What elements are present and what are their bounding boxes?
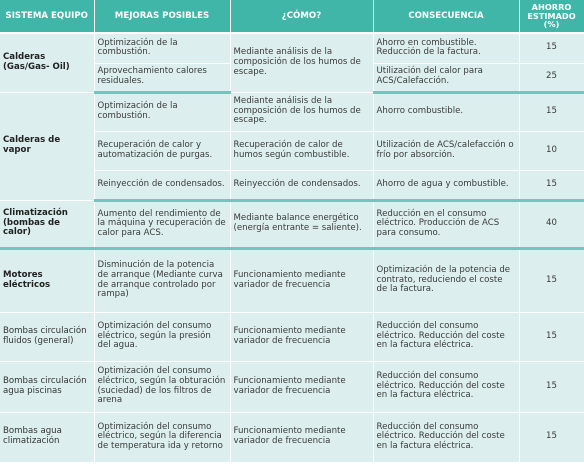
consecuencia-cell: Reducción en el consumo eléctrico. Produ… [373,200,520,250]
header-mejoras: MEJORAS POSIBLES [94,0,231,34]
mejora-cell: Reinyección de condensados. [94,170,231,202]
mejora-cell: Disminución de la potencia de arranque (… [94,248,231,313]
header-ahorro-line3: (%) [543,19,560,30]
ahorro-cell: 15 [519,312,584,362]
table-row: Motores eléctricos Disminución de la pot… [0,248,584,313]
ahorro-cell: 15 [519,361,584,413]
ahorro-cell: 10 [519,131,584,171]
como-cell: Reinyección de condensados. [230,170,374,202]
table-row: Bombas circulación fluidos (general) Opt… [0,312,584,362]
system-cell: Calderas de vapor [0,92,95,201]
como-cell: Funcionamiento mediante variador de frec… [230,361,374,413]
table-row: Calderas de vapor Optimización de la com… [0,92,584,201]
system-cell: Bombas circulación agua piscinas [0,361,95,413]
como-cell: Mediante análisis de la composición de l… [230,33,374,93]
como-cell: Funcionamiento mediante variador de frec… [230,248,374,313]
header-sistema: SISTEMA EQUIPO [0,0,95,34]
como-cell: Recuperación de calor de humos según com… [230,131,374,171]
ahorro-cell: 15 [519,412,584,463]
mejora-cell: Optimización de la combustión. [94,33,231,64]
header-ahorro-line2: ESTIMADO [527,10,576,21]
consecuencia-cell: Reducción del consumo eléctrico. Reducci… [373,312,520,362]
ahorro-cell: 15 [519,248,584,313]
mejora-cell: Aumento del rendimiento de la máquina y … [94,200,231,250]
header-row: SISTEMA EQUIPO MEJORAS POSIBLES ¿CÓMO? C… [0,0,584,34]
como-cell: Mediante análisis de la composición de l… [230,92,374,132]
table-row: Climatización (bombas de calor) Aumento … [0,200,584,250]
mejora-cell: Optimización del consumo eléctrico, segú… [94,412,231,463]
como-cell: Funcionamiento mediante variador de frec… [230,312,374,362]
system-cell: Calderas (Gas/Gas- Oil) [0,33,95,93]
system-cell: Climatización (bombas de calor) [0,200,95,250]
table-row: Bombas circulación agua piscinas Optimiz… [0,361,584,413]
mejora-cell: Optimización de la combustión. [94,92,231,132]
mejora-cell: Aprovechamiento calores residuales. [94,63,231,94]
ahorro-cell: 40 [519,200,584,250]
header-ahorro-line1: AHORRO [531,2,572,13]
consecuencia-cell: Ahorro combustible. [373,92,520,132]
consecuencia-cell: Reducción del consumo eléctrico. Reducci… [373,412,520,463]
header-como: ¿CÓMO? [230,0,374,34]
system-cell: Bombas circulación fluidos (general) [0,312,95,362]
system-cell: Bombas agua climatización [0,412,95,463]
consecuencia-cell: Reducción del consumo eléctrico. Reducci… [373,361,520,413]
consecuencia-cell: Ahorro de agua y combustible. [373,170,520,202]
mejora-cell: Optimización del consumo eléctrico, segú… [94,312,231,362]
mejora-cell: Optimización del consumo eléctrico, segú… [94,361,231,413]
table-row: Calderas (Gas/Gas- Oil) Optimización de … [0,33,584,93]
table-row: Aprovechamiento calores residuales. Util… [0,63,584,94]
consecuencia-cell: Utilización del calor para ACS/Calefacci… [373,63,520,94]
header-ahorro: AHORRO ESTIMADO (%) [519,0,584,34]
ahorro-cell: 15 [519,170,584,202]
ahorro-cell: 15 [519,33,584,64]
consecuencia-cell: Utilización de ACS/calefacción o frío po… [373,131,520,171]
consecuencia-cell: Ahorro en combustible. Reducción de la f… [373,33,520,64]
consecuencia-cell: Optimización de la potencia de contrato,… [373,248,520,313]
header-consecuencia: CONSECUENCIA [373,0,520,34]
ahorro-cell: 25 [519,63,584,94]
table-row: Recuperación de calor y automatización d… [0,131,584,171]
table-row: Bombas agua climatización Optimización d… [0,412,584,463]
table-row: Reinyección de condensados. Reinyección … [0,170,584,202]
como-cell: Funcionamiento mediante variador de frec… [230,412,374,463]
mejora-cell: Recuperación de calor y automatización d… [94,131,231,171]
ahorro-cell: 15 [519,92,584,132]
como-cell: Mediante balance energético (energía ent… [230,200,374,250]
system-cell: Motores eléctricos [0,248,95,313]
